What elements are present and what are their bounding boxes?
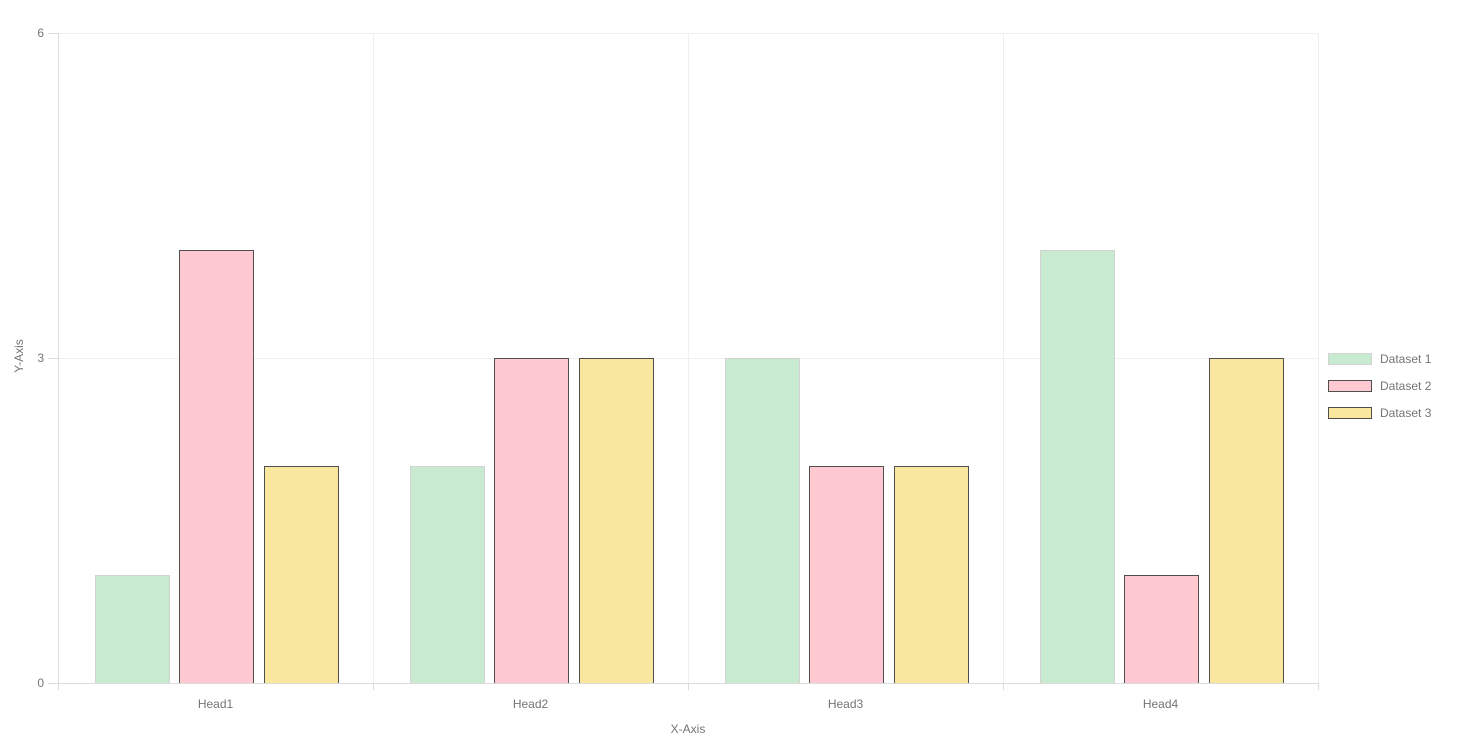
grid-line-vertical xyxy=(688,33,689,683)
legend-item-1[interactable]: Dataset 1 xyxy=(1328,351,1432,366)
x-axis-title: X-Axis xyxy=(670,722,706,736)
bar-dataset-2-head4[interactable] xyxy=(1124,574,1199,683)
legend-label: Dataset 1 xyxy=(1380,351,1432,366)
bar-dataset-1-head3[interactable] xyxy=(724,358,800,683)
grid-line-horizontal xyxy=(59,358,1319,359)
bar-dataset-2-head1[interactable] xyxy=(179,249,254,683)
legend-label: Dataset 3 xyxy=(1380,405,1432,420)
y-tick-mark xyxy=(48,33,58,34)
grid-line-vertical xyxy=(373,33,374,683)
legend-item-3[interactable]: Dataset 3 xyxy=(1328,405,1432,420)
grid-line-horizontal xyxy=(59,33,1319,34)
bar-dataset-3-head3[interactable] xyxy=(893,466,969,683)
plot-area xyxy=(58,33,1319,684)
x-tick-mark xyxy=(373,684,374,690)
x-tick-label: Head3 xyxy=(827,697,864,711)
bar-dataset-2-head3[interactable] xyxy=(809,466,884,683)
legend-swatch xyxy=(1328,352,1372,365)
bar-dataset-2-head2[interactable] xyxy=(494,358,569,683)
grid-line-vertical xyxy=(1003,33,1004,683)
y-tick-mark xyxy=(48,358,58,359)
x-tick-label: Head4 xyxy=(1142,697,1179,711)
x-tick-mark xyxy=(58,684,59,690)
y-tick-label: 3 xyxy=(37,351,44,365)
bar-dataset-3-head1[interactable] xyxy=(263,466,339,683)
bar-dataset-1-head2[interactable] xyxy=(409,466,485,683)
y-tick-label: 6 xyxy=(37,26,44,40)
legend-swatch xyxy=(1328,379,1372,392)
bar-dataset-1-head4[interactable] xyxy=(1039,249,1115,683)
bar-dataset-3-head4[interactable] xyxy=(1208,358,1284,683)
grid-line-vertical xyxy=(1318,33,1319,683)
legend-label: Dataset 2 xyxy=(1380,378,1432,393)
x-tick-mark xyxy=(1318,684,1319,690)
legend-swatch xyxy=(1328,406,1372,419)
y-tick-label: 0 xyxy=(37,676,44,690)
x-tick-mark xyxy=(1003,684,1004,690)
x-tick-mark xyxy=(688,684,689,690)
bar-dataset-3-head2[interactable] xyxy=(578,358,654,683)
x-tick-label: Head1 xyxy=(197,697,234,711)
legend-item-2[interactable]: Dataset 2 xyxy=(1328,378,1432,393)
x-tick-label: Head2 xyxy=(512,697,549,711)
bar-dataset-1-head1[interactable] xyxy=(94,574,170,683)
y-tick-mark xyxy=(48,683,58,684)
legend: Dataset 1 Dataset 2 Dataset 3 xyxy=(1328,352,1431,433)
